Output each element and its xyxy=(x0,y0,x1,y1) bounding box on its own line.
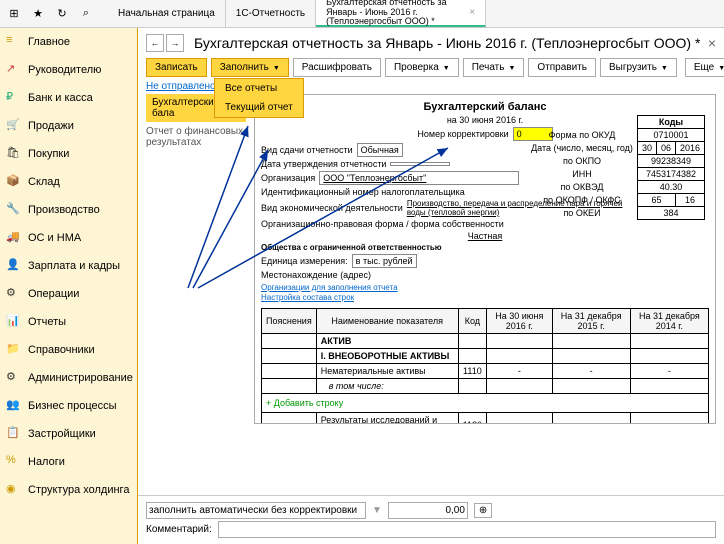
cart-icon: 🛒 xyxy=(6,118,22,134)
close-page-icon[interactable]: × xyxy=(708,35,716,51)
content: ← → Бухгалтерская отчетность за Январь -… xyxy=(138,28,724,544)
fill-button[interactable]: Заполнить xyxy=(211,58,289,77)
search-icon[interactable]: ⌕ xyxy=(76,4,96,24)
tool-icon: 🔧 xyxy=(6,202,22,218)
report-area: Бухгалтерский баланс на 30 июня 2016 г. … xyxy=(254,94,716,424)
sidebar-item-operations[interactable]: ⚙Операции xyxy=(0,280,137,308)
report-title: Бухгалтерский баланс xyxy=(261,101,709,113)
sidebar-item-salary[interactable]: 👤Зарплата и кадры xyxy=(0,252,137,280)
sidebar-item-sales[interactable]: 🛒Продажи xyxy=(0,112,137,140)
percent-icon: % xyxy=(6,454,22,470)
sidebar-item-warehouse[interactable]: 📦Склад xyxy=(0,168,137,196)
nav-fwd-button[interactable]: → xyxy=(166,34,184,52)
close-icon[interactable]: × xyxy=(469,7,475,18)
apps-icon[interactable]: ⊞ xyxy=(4,4,24,24)
balance-table: ПоясненияНаименование показателяКодНа 30… xyxy=(261,308,709,424)
sidebar-item-reports[interactable]: 📊Отчеты xyxy=(0,308,137,336)
check-button[interactable]: Проверка xyxy=(385,58,459,77)
fill-dropdown: Все отчеты Текущий отчет xyxy=(214,78,304,118)
apply-button[interactable]: ⊕ xyxy=(474,503,492,518)
tab-bar: Начальная страница 1С-Отчетность Бухгалт… xyxy=(108,0,486,27)
more-button[interactable]: Еще xyxy=(685,58,724,77)
sidebar-item-purchases[interactable]: 🛍Покупки xyxy=(0,140,137,168)
table-row[interactable]: Нематериальные активы1110--- xyxy=(262,364,709,379)
add-row-link[interactable]: + Добавить строку xyxy=(266,398,704,408)
folder-icon: 📁 xyxy=(6,342,22,358)
bag-icon: 🛍 xyxy=(6,146,22,162)
sidebar-item-tax[interactable]: %Налоги xyxy=(0,448,137,476)
circle-icon: ◉ xyxy=(6,482,22,498)
value-input[interactable] xyxy=(388,502,468,519)
truck-icon: 🚚 xyxy=(6,230,22,246)
approve-input[interactable] xyxy=(390,162,450,166)
bottom-bar: ▼ ⊕ Комментарий: xyxy=(138,495,724,544)
table-row[interactable]: Результаты исследований и разработок1120… xyxy=(262,413,709,425)
codes-box: Коды Форма по ОКУД0710001 Дата (число, м… xyxy=(527,115,705,220)
comment-input[interactable] xyxy=(218,521,716,538)
dropdown-current-report[interactable]: Текущий отчет xyxy=(215,98,303,117)
dropdown-all-reports[interactable]: Все отчеты xyxy=(215,79,303,98)
sidebar-item-assets[interactable]: 🚚ОС и НМА xyxy=(0,224,137,252)
sidebar-item-biz[interactable]: 👥Бизнес процессы xyxy=(0,392,137,420)
decode-button[interactable]: Расшифровать xyxy=(293,58,381,77)
sidebar: ≡Главное ↗Руководителю ₽Банк и касса 🛒Пр… xyxy=(0,28,138,544)
person-icon: 👤 xyxy=(6,258,22,274)
tab-current[interactable]: Бухгалтерская отчетность за Январь - Июн… xyxy=(316,0,486,27)
gear-icon: ⚙ xyxy=(6,286,22,302)
sidebar-item-builders[interactable]: 📋Застройщики xyxy=(0,420,137,448)
send-button[interactable]: Отправить xyxy=(528,58,596,77)
export-button[interactable]: Выгрузить xyxy=(600,58,677,77)
type-input[interactable]: Обычная xyxy=(357,143,403,157)
sidebar-item-holding[interactable]: ◉Структура холдинга xyxy=(0,476,137,504)
sidebar-item-bank[interactable]: ₽Банк и касса xyxy=(0,84,137,112)
sub-desc: Отчет о финансовых результатах xyxy=(146,126,246,148)
menu-icon: ≡ xyxy=(6,34,22,50)
sidebar-item-admin[interactable]: ⚙Администрирование xyxy=(0,364,137,392)
comment-label: Комментарий: xyxy=(146,524,212,535)
tab-reporting[interactable]: 1С-Отчетность xyxy=(226,0,316,27)
favorite-icon[interactable]: ★ xyxy=(28,4,48,24)
tab-home[interactable]: Начальная страница xyxy=(108,0,226,27)
sidebar-item-refs[interactable]: 📁Справочники xyxy=(0,336,137,364)
people-icon: 👥 xyxy=(6,398,22,414)
clipboard-icon: 📋 xyxy=(6,426,22,442)
autofill-select[interactable] xyxy=(146,502,366,519)
box-icon: 📦 xyxy=(6,174,22,190)
unit-input[interactable]: в тыс. рублей xyxy=(352,254,417,268)
top-bar: ⊞ ★ ↻ ⌕ Начальная страница 1С-Отчетность… xyxy=(0,0,724,28)
money-icon: ₽ xyxy=(6,90,22,106)
toolbar: Записать Заполнить Расшифровать Проверка… xyxy=(146,58,716,77)
settings-icon: ⚙ xyxy=(6,370,22,386)
sidebar-item-production[interactable]: 🔧Производство xyxy=(0,196,137,224)
nav-back-button[interactable]: ← xyxy=(146,34,164,52)
chart-icon: ↗ xyxy=(6,62,22,78)
org-input[interactable]: ООО "Теплоэнергосбыт" xyxy=(319,171,519,185)
page-title: Бухгалтерская отчетность за Январь - Июн… xyxy=(194,35,708,51)
report-icon: 📊 xyxy=(6,314,22,330)
save-button[interactable]: Записать xyxy=(146,58,207,77)
sidebar-item-manager[interactable]: ↗Руководителю xyxy=(0,56,137,84)
history-icon[interactable]: ↻ xyxy=(52,4,72,24)
org-fill-link[interactable]: Организации для заполнения отчета xyxy=(261,283,398,292)
print-button[interactable]: Печать xyxy=(463,58,525,77)
sidebar-item-main[interactable]: ≡Главное xyxy=(0,28,137,56)
rows-config-link[interactable]: Настройка состава строк xyxy=(261,293,354,302)
